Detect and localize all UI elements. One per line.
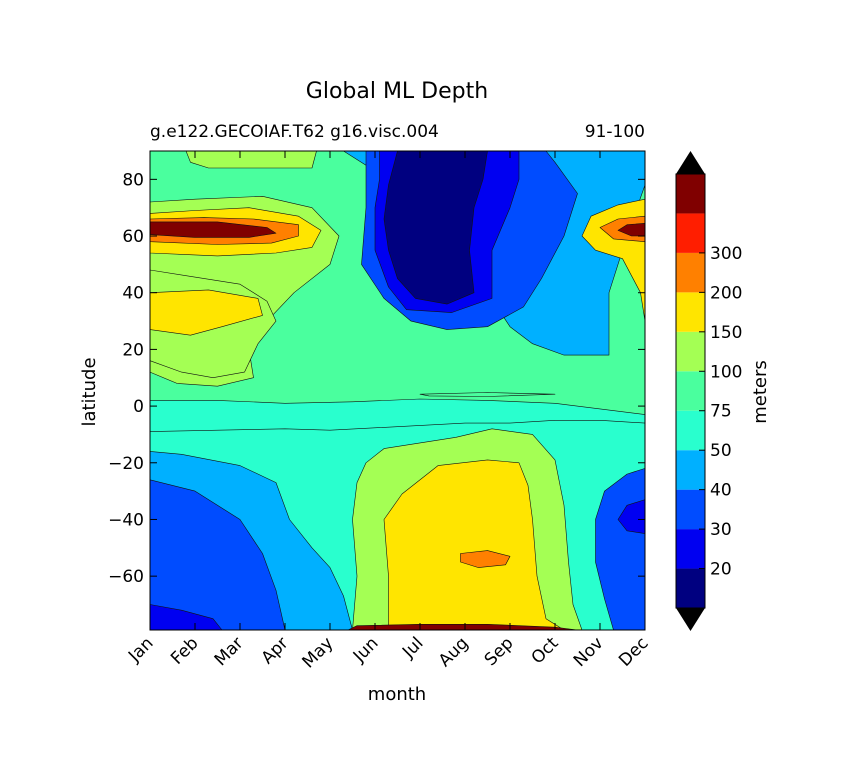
contour-region-equator-green (419, 392, 556, 397)
x-tick-label: Aug (435, 633, 473, 671)
colorbar-swatch (676, 174, 705, 214)
colorbar-swatch (676, 410, 705, 451)
colorbar-extend-max (676, 151, 705, 174)
colorbar-swatch (676, 489, 705, 530)
colorbar: 20 30 40 50 75 100 150 200 300 (675, 151, 742, 631)
contour-region-arctic-green (185, 150, 317, 169)
colorbar-tick-label: 75 (710, 402, 732, 422)
contour-region-north-subtropics-core (149, 289, 263, 336)
x-tick-label: Jan (124, 633, 157, 666)
y-tick-label: 0 (133, 397, 144, 417)
colorbar-tick-label: 300 (710, 244, 742, 264)
colorbar-swatch (676, 371, 705, 411)
colorbar-swatch (676, 568, 705, 608)
x-tick-label: Apr (258, 633, 293, 668)
colorbar-tick-label: 200 (710, 283, 742, 303)
x-tick-label: Oct (528, 633, 563, 668)
colorbar-extend-min (676, 608, 705, 631)
x-tick-label: Jul (398, 633, 427, 662)
plot-frame (149, 150, 646, 631)
contour-regions (149, 150, 646, 631)
y-tick-label: 20 (122, 340, 144, 360)
x-tick-label: Nov (570, 633, 608, 671)
chart-subtitle-right: 91-100 (585, 122, 645, 142)
x-tick-label: Dec (615, 633, 652, 670)
x-tick-label: Mar (211, 633, 248, 670)
colorbar-swatch (676, 252, 705, 293)
colorbar-swatch (676, 292, 705, 332)
colorbar-tick-label: 30 (710, 520, 732, 540)
x-tick-label: May (299, 633, 338, 672)
y-tick-label: 80 (122, 170, 144, 190)
y-tick-label: 40 (122, 284, 144, 304)
y-tick-label: −60 (108, 567, 144, 587)
y-tick-label: −20 (108, 454, 144, 474)
colorbar-label: meters (750, 360, 771, 424)
y-axis-label: latitude (79, 357, 100, 426)
chart-title: Global ML Depth (306, 79, 488, 104)
colorbar-tick-label: 150 (710, 323, 742, 343)
x-tick-label: Feb (167, 633, 202, 668)
colorbar-swatch (676, 529, 705, 569)
contour-plot-area (149, 150, 646, 631)
contour-region-north-winter-core (149, 221, 277, 238)
colorbar-frame (675, 173, 706, 609)
chart-subtitle-left: g.e122.GECOIAF.T62 g16.visc.004 (150, 122, 439, 142)
colorbar-swatch (676, 450, 705, 490)
x-tick-label: Sep (481, 633, 518, 670)
colorbar-tick-label: 100 (710, 362, 742, 382)
contour-region-antarctic-winter-core (383, 459, 565, 631)
y-tick-label: 60 (122, 227, 144, 247)
x-axis-label: month (368, 684, 426, 705)
y-tick-label: −40 (108, 510, 144, 530)
y-axis-ticks: 80 60 40 20 0 −20 −40 −60 (108, 170, 645, 587)
contour-region-north-summer-innermost (383, 150, 488, 305)
contour-region-antarctic-max (460, 550, 511, 568)
x-tick-label: Jun (349, 633, 383, 667)
colorbar-swatch (676, 213, 705, 253)
colorbar-swatch (676, 331, 705, 372)
colorbar-tick-label: 50 (710, 441, 732, 461)
colorbar-tick-label: 20 (710, 560, 732, 580)
colorbar-tick-label: 40 (710, 481, 732, 501)
